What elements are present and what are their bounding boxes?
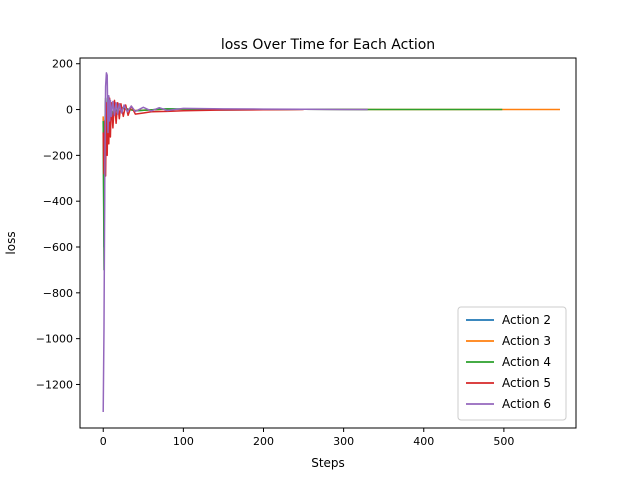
y-tick-label: −200 [43, 149, 73, 162]
y-tick-label: −1000 [36, 333, 73, 346]
series-layer [102, 72, 560, 413]
y-tick-label: −400 [43, 195, 73, 208]
y-tick-label: −1200 [36, 378, 73, 391]
x-axis-label: Steps [311, 456, 345, 470]
series-line-action-2 [102, 99, 368, 248]
legend-entry-label: Action 3 [502, 334, 551, 348]
legend-entry-label: Action 4 [502, 355, 551, 369]
x-ticks: 0 100 200 300 400 500 [100, 428, 514, 448]
y-ticks: 200 0 −200 −400 −600 −800 −1000 −1200 [36, 58, 80, 391]
chart-title: loss Over Time for Each Action [221, 37, 435, 53]
x-tick-label: 500 [493, 435, 514, 448]
legend-entry-label: Action 2 [502, 313, 551, 327]
x-tick-label: 400 [413, 435, 434, 448]
legend-box [457, 306, 567, 421]
series-line-action-3 [102, 101, 560, 225]
x-tick-label: 200 [253, 435, 274, 448]
y-tick-label: −800 [43, 287, 73, 300]
series-line-action-6 [102, 72, 368, 413]
x-tick-label: 300 [333, 435, 354, 448]
x-tick-label: 100 [173, 435, 194, 448]
y-tick-label: −600 [43, 241, 73, 254]
plot-frame [79, 57, 577, 429]
y-tick-label: 200 [52, 58, 73, 71]
legend-entry-label: Action 6 [502, 397, 551, 411]
series-line-action-5 [102, 97, 304, 177]
x-tick-label: 0 [100, 435, 107, 448]
y-axis-label: loss [4, 231, 18, 254]
legend: Action 2 Action 3 Action 4 Action 5 Action 6 [457, 306, 567, 421]
series-line-action-4 [102, 97, 503, 271]
y-tick-label: 0 [66, 104, 73, 117]
legend-entry-label: Action 5 [502, 376, 551, 390]
